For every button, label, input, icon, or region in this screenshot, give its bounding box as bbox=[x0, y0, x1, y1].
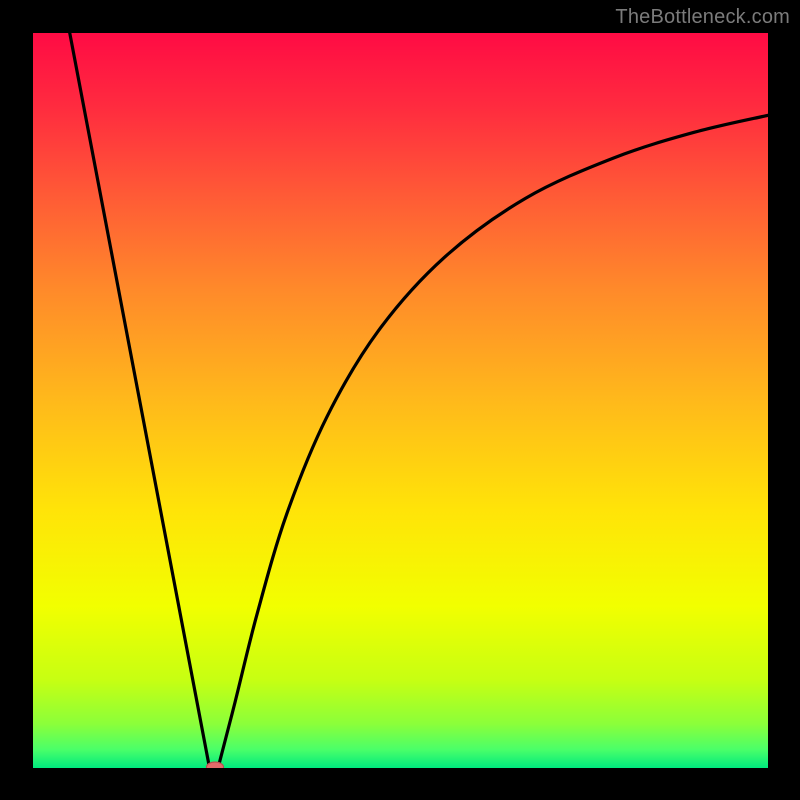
plot-area bbox=[33, 33, 768, 768]
watermark-text: TheBottleneck.com bbox=[615, 6, 790, 29]
curve-left-branch bbox=[70, 33, 210, 767]
minimum-marker bbox=[206, 761, 224, 768]
bottleneck-curve bbox=[33, 33, 768, 768]
curve-right-branch bbox=[218, 115, 768, 767]
